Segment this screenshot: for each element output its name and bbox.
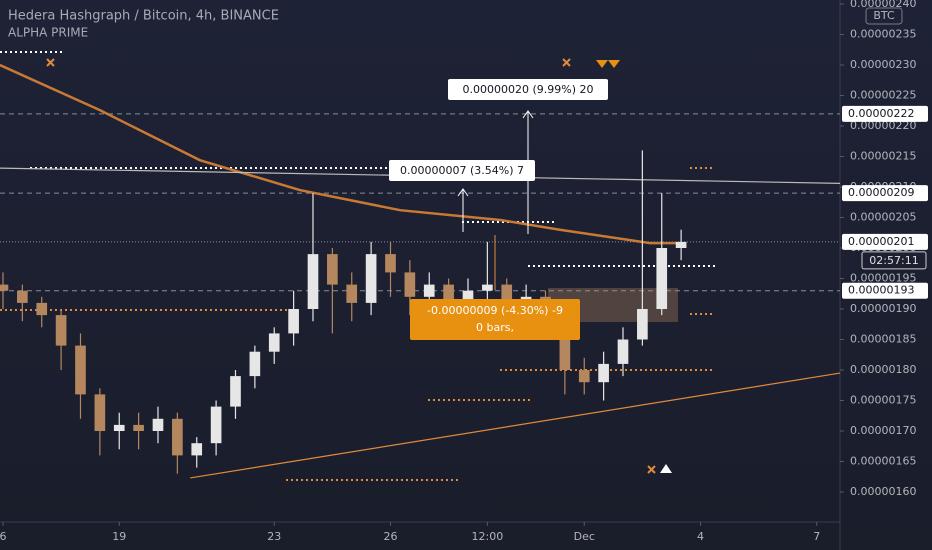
- cross-marker: [647, 465, 656, 474]
- candle-body: [307, 254, 319, 310]
- y-tick-label: 0.00000180: [850, 363, 916, 376]
- candle-body: [578, 369, 590, 383]
- candle-body: [327, 254, 338, 285]
- y-tick-label: 0.00000165: [850, 454, 916, 467]
- chart-title: Hedera Hashgraph / Bitcoin, 4h, BINANCE: [8, 9, 279, 24]
- candle-body: [404, 272, 416, 297]
- candle-body: [152, 418, 164, 431]
- candle-body: [0, 284, 9, 291]
- measure-label-box: [410, 299, 580, 340]
- cross-marker: [562, 58, 571, 67]
- measure-label-box: [448, 79, 608, 100]
- candle-body: [75, 345, 86, 395]
- y-tick-label: 0.00000220: [850, 119, 916, 132]
- candle-body: [268, 333, 280, 352]
- price-label: 0.00000222: [848, 107, 914, 120]
- currency-badge[interactable]: [865, 7, 903, 25]
- y-tick-label: 0.00000160: [850, 485, 916, 498]
- y-tick-label: 0.00000240: [850, 0, 916, 10]
- price-label-box: [842, 233, 928, 250]
- x-tick-label: 7: [813, 530, 820, 543]
- currency[interactable]: BTC: [873, 9, 895, 22]
- y-tick-label: 0.00000195: [850, 272, 916, 285]
- y-tick-label: 0.00000215: [850, 150, 916, 163]
- candle-body: [172, 418, 183, 456]
- measure-label: 0.00000020 (9.99%) 20: [462, 83, 593, 96]
- y-tick-label: 0.00000185: [850, 333, 916, 346]
- measure-label: 0.00000007 (3.54%) 7: [400, 164, 524, 177]
- markers: [46, 58, 672, 474]
- candle-body: [288, 309, 299, 334]
- candle-body: [559, 321, 571, 370]
- drawings: [0, 51, 718, 481]
- candle-body: [249, 351, 261, 377]
- candle-body: [443, 284, 454, 303]
- up-marker: [660, 464, 672, 473]
- candle-body: [191, 443, 203, 456]
- candle-body: [675, 241, 687, 249]
- candle-body: [94, 394, 106, 431]
- measure-label-box: [389, 160, 535, 181]
- y-tick-label: 0.00000175: [850, 393, 916, 406]
- measure-label: -0.00000009 (-4.30%) -9: [427, 304, 563, 317]
- candle-body: [423, 284, 435, 297]
- y-tick-label: 0.00000230: [850, 58, 916, 71]
- x-tick-label: 12:00: [472, 530, 504, 543]
- candle-body: [17, 290, 28, 303]
- candle-body: [462, 290, 474, 303]
- countdown: 02:57:11: [869, 254, 918, 267]
- candle-body: [385, 254, 396, 273]
- candle-body: [617, 339, 629, 364]
- y-tick-label: 0.00000190: [850, 302, 916, 315]
- candle-body: [113, 424, 125, 431]
- down-marker: [596, 60, 620, 68]
- candle-body: [637, 309, 648, 340]
- x-tick-label: 6: [0, 530, 6, 543]
- candle-body: [210, 406, 222, 444]
- candle-body: [36, 302, 48, 316]
- candles: [0, 150, 687, 474]
- x-tick-label: 4: [697, 530, 704, 543]
- candle-body: [482, 284, 493, 291]
- y-tick-label: 0.00000205: [850, 211, 916, 224]
- x-tick-label: 26: [383, 530, 397, 543]
- candle-body: [598, 363, 609, 383]
- candle-body: [133, 424, 144, 431]
- price-label-box: [842, 185, 928, 202]
- countdown-box: [861, 251, 927, 270]
- price-label: 0.00000209: [848, 186, 914, 199]
- arrow-head: [457, 188, 469, 197]
- price-label-box: [842, 105, 928, 122]
- arrow-head: [522, 110, 534, 119]
- price-label: 0.00000193: [848, 284, 914, 297]
- candle-body: [230, 376, 241, 407]
- y-tick-label: 0.00000170: [850, 424, 916, 437]
- trend-line: [190, 372, 841, 479]
- candle-body: [656, 248, 668, 310]
- measure-tools: 0.00000020 (9.99%) 20 0.00000007 (3.54%)…: [389, 79, 608, 340]
- moving-average: [0, 63, 680, 245]
- measure-label: 0 bars,: [476, 321, 514, 334]
- y-tick-label: 0.00000225: [850, 89, 916, 102]
- grid: [0, 113, 840, 292]
- x-tick-label: 19: [112, 530, 126, 543]
- candle-body: [55, 315, 67, 346]
- candle-body: [365, 254, 377, 303]
- x-tick-label: 23: [267, 530, 281, 543]
- candle-body: [501, 284, 513, 303]
- x-tick-label: Dec: [574, 530, 595, 543]
- price-label-box: [842, 282, 928, 299]
- price-label: 0.00000201: [848, 235, 914, 248]
- cross-marker: [46, 58, 55, 67]
- chart-subtitle: ALPHA PRIME: [8, 26, 88, 40]
- candle-body: [346, 284, 358, 303]
- y-tick-label: 0.00000235: [850, 28, 916, 41]
